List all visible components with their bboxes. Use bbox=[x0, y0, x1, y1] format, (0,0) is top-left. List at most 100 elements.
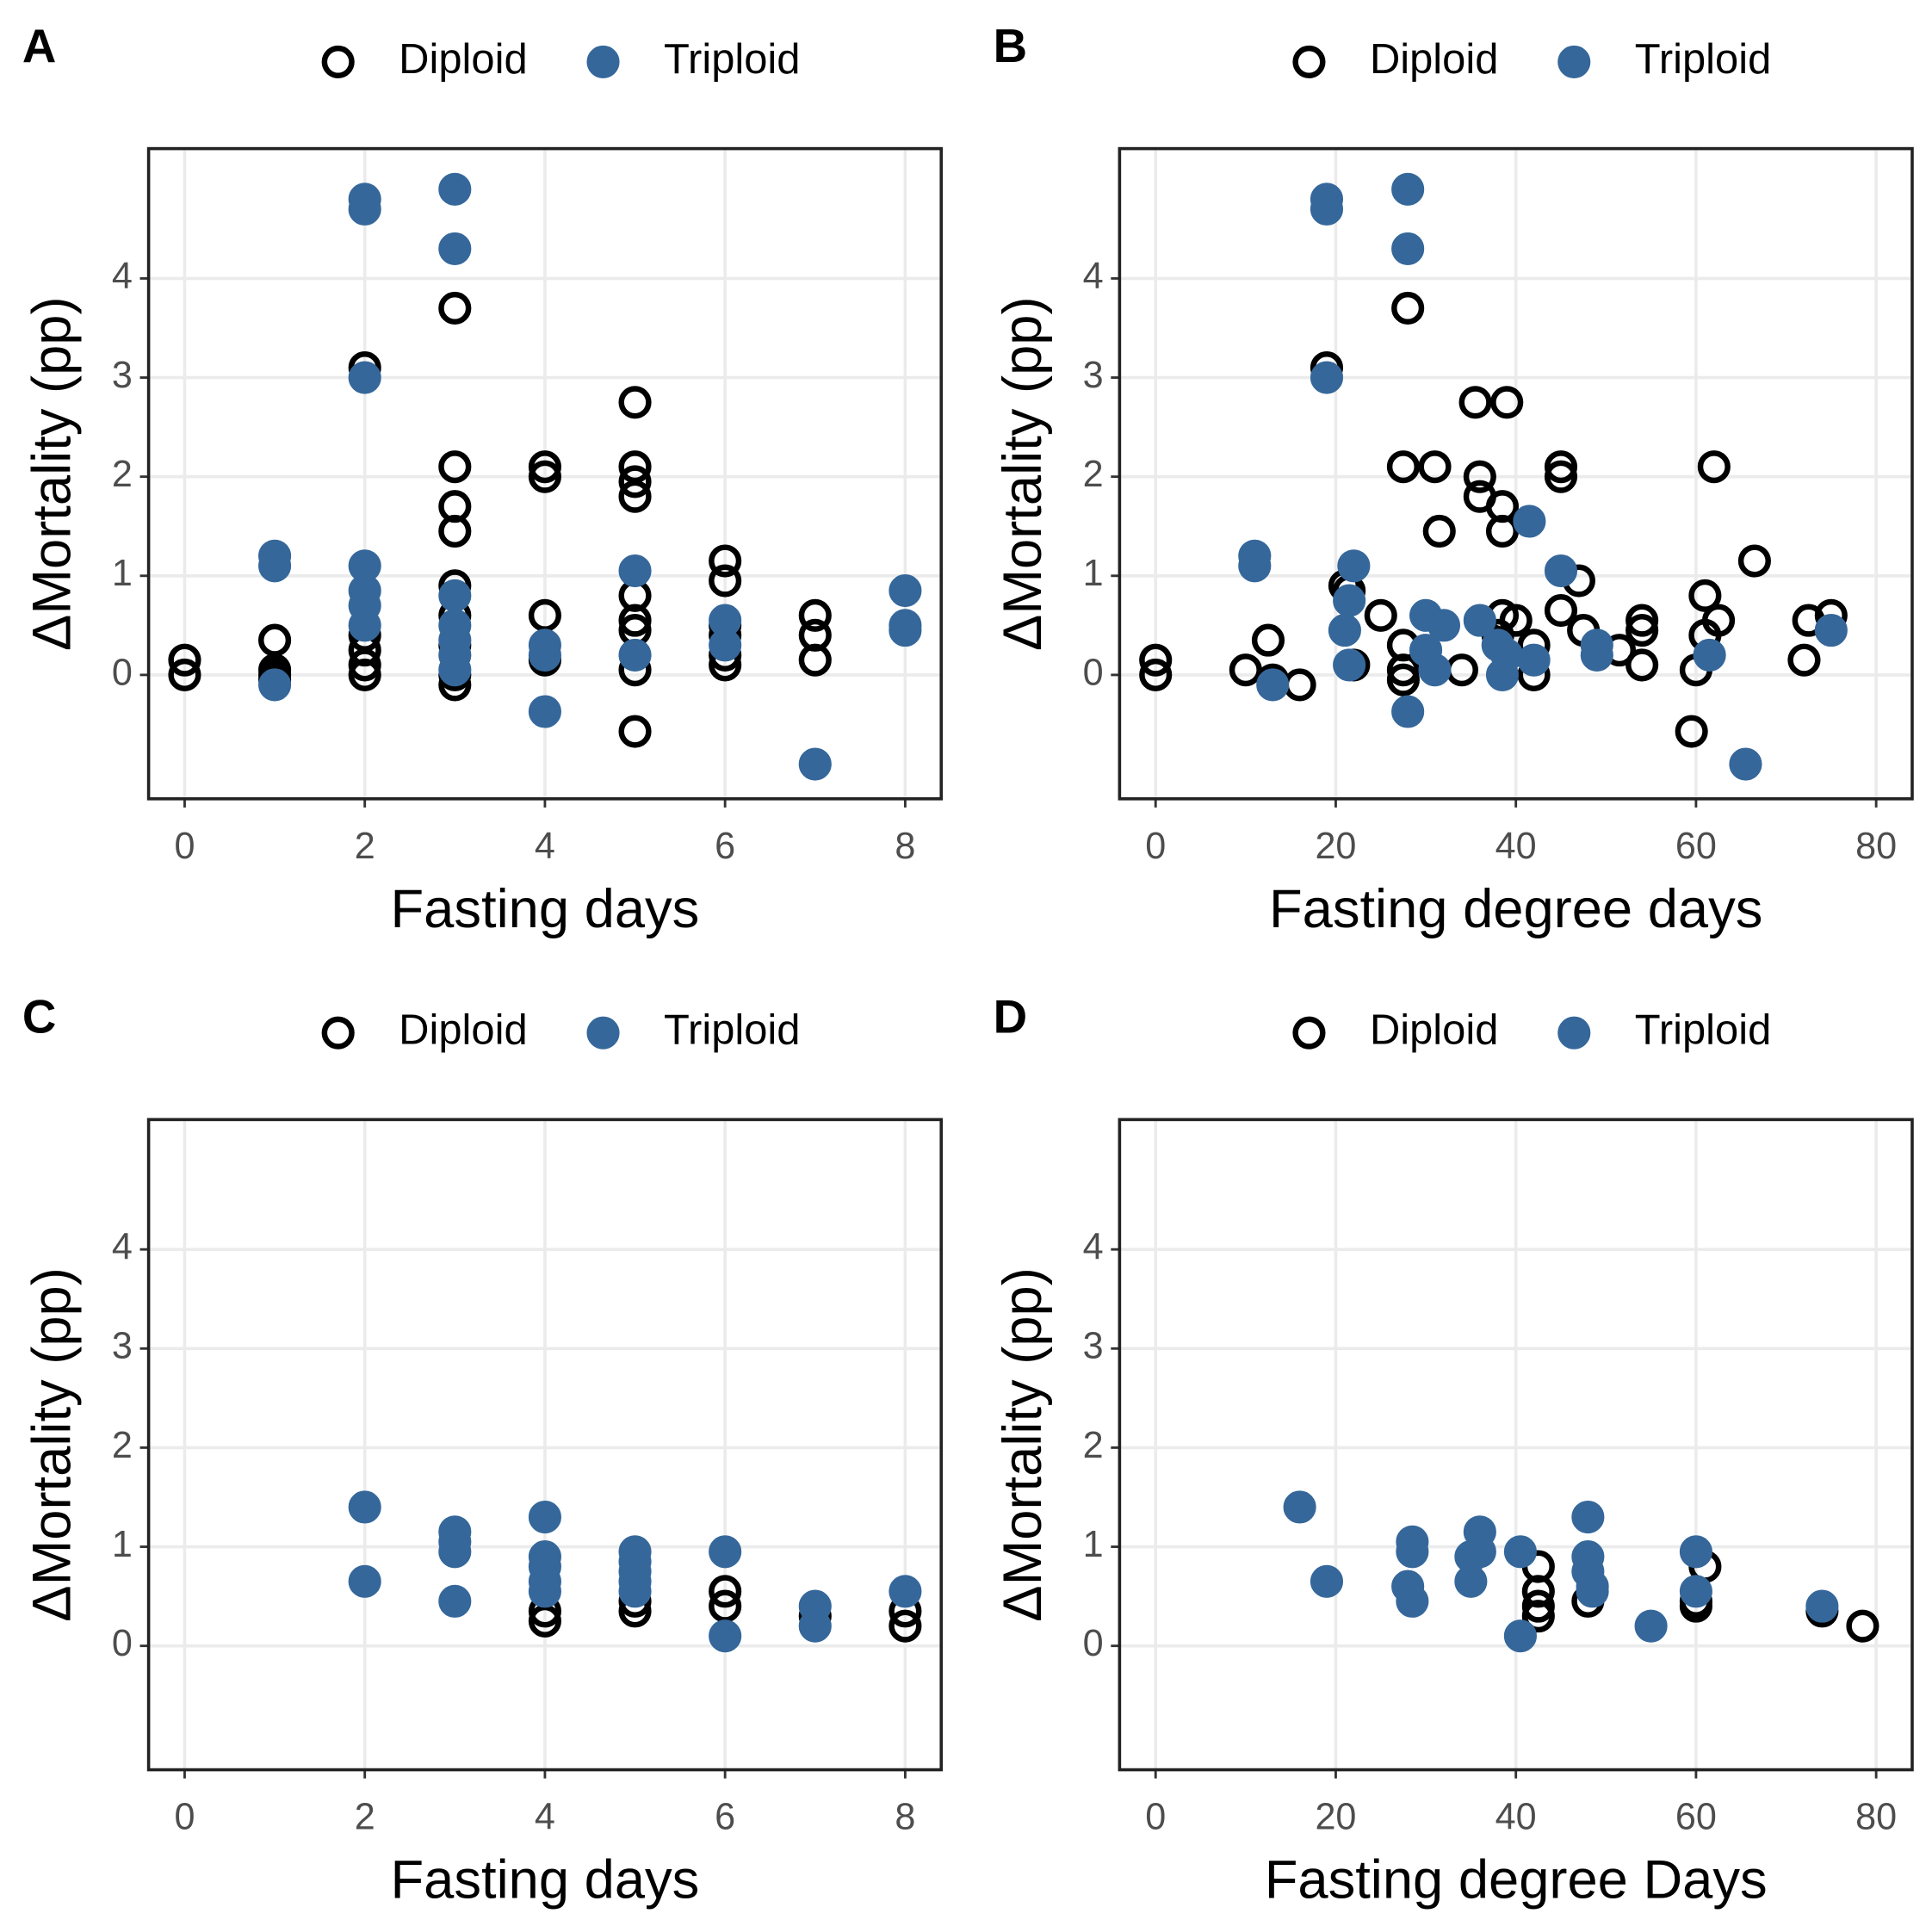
data-point bbox=[258, 623, 292, 657]
data-point bbox=[1139, 658, 1173, 691]
data-point bbox=[618, 604, 652, 637]
data-point bbox=[1805, 1589, 1839, 1623]
data-point bbox=[1458, 386, 1492, 419]
data-point bbox=[1310, 192, 1344, 226]
legend-marker bbox=[321, 1016, 355, 1050]
data-point bbox=[528, 638, 561, 672]
data-point bbox=[618, 1575, 652, 1608]
data-point bbox=[1229, 653, 1262, 687]
data-point bbox=[1364, 598, 1397, 632]
legend-label: Diploid bbox=[399, 1007, 527, 1054]
data-point bbox=[438, 232, 472, 265]
y-tick-label: 0 bbox=[112, 652, 133, 693]
data-point bbox=[1463, 1535, 1496, 1569]
x-tick-label: 4 bbox=[535, 826, 555, 867]
data-point bbox=[798, 598, 832, 632]
data-point bbox=[1679, 1575, 1712, 1608]
data-point bbox=[709, 1619, 742, 1653]
data-point bbox=[1544, 594, 1578, 628]
data-point bbox=[1396, 1584, 1429, 1618]
y-axis-title: ΔMortality (pp) bbox=[22, 296, 82, 650]
y-tick-label: 0 bbox=[1083, 652, 1104, 693]
data-point bbox=[709, 544, 742, 578]
data-point bbox=[438, 172, 472, 206]
y-tick-label: 2 bbox=[112, 1425, 133, 1466]
y-tick-label: 1 bbox=[1083, 553, 1104, 594]
data-point bbox=[1391, 695, 1425, 728]
data-point bbox=[1427, 609, 1461, 642]
x-tick-label: 40 bbox=[1495, 1797, 1537, 1838]
x-tick-label: 60 bbox=[1675, 826, 1717, 867]
data-point bbox=[1625, 604, 1659, 637]
data-point bbox=[798, 747, 832, 781]
data-point bbox=[1139, 643, 1173, 677]
data-point bbox=[528, 460, 561, 493]
y-tick-label: 3 bbox=[1083, 1326, 1104, 1367]
x-tick-label: 80 bbox=[1855, 826, 1897, 867]
y-tick-label: 0 bbox=[1083, 1623, 1104, 1664]
data-point bbox=[798, 1609, 832, 1643]
data-point bbox=[618, 715, 652, 748]
data-point bbox=[889, 1609, 922, 1643]
legend-marker bbox=[1292, 1016, 1326, 1050]
y-tick-label: 4 bbox=[112, 256, 133, 297]
y-tick-label: 1 bbox=[1083, 1524, 1104, 1565]
data-point bbox=[438, 450, 472, 484]
data-point bbox=[1463, 460, 1496, 493]
data-point bbox=[798, 643, 832, 677]
data-point bbox=[1729, 747, 1762, 781]
data-point bbox=[438, 291, 472, 325]
data-point bbox=[1625, 648, 1659, 682]
data-point bbox=[1418, 450, 1452, 484]
data-point bbox=[1702, 604, 1736, 637]
x-tick-label: 0 bbox=[174, 1797, 195, 1838]
plot-border bbox=[146, 1118, 944, 1772]
data-point bbox=[348, 609, 381, 642]
data-point bbox=[1337, 549, 1371, 583]
plot-border bbox=[1118, 146, 1914, 801]
x-tick-label: 2 bbox=[355, 826, 375, 867]
data-point bbox=[528, 1575, 561, 1608]
x-tick-label: 6 bbox=[715, 1797, 735, 1838]
data-point bbox=[1328, 614, 1361, 647]
legend-label: Diploid bbox=[1370, 36, 1498, 83]
data-point bbox=[1386, 663, 1420, 697]
data-point bbox=[1485, 514, 1520, 548]
y-tick-label: 3 bbox=[112, 355, 133, 396]
data-point bbox=[1422, 514, 1456, 548]
data-point bbox=[348, 658, 381, 691]
panel: C Diploid Triploid 0 2 4 6 8 0 1 2 3 4 Fasting days ΔM… bbox=[22, 991, 944, 1910]
data-point bbox=[889, 1575, 922, 1608]
legend-marker bbox=[1292, 45, 1326, 78]
y-tick-label: 0 bbox=[112, 1623, 133, 1664]
data-point bbox=[1625, 614, 1659, 647]
legend-marker bbox=[1557, 45, 1591, 78]
data-point bbox=[709, 629, 742, 662]
x-tick-label: 40 bbox=[1495, 826, 1537, 867]
data-point bbox=[889, 573, 922, 608]
data-point bbox=[438, 653, 472, 687]
data-point bbox=[1333, 584, 1366, 617]
y-axis-title: ΔMortality (pp) bbox=[993, 296, 1053, 650]
x-tick-label: 20 bbox=[1315, 826, 1356, 867]
y-tick-label: 1 bbox=[112, 1524, 133, 1565]
data-point bbox=[1490, 638, 1524, 672]
x-tick-label: 60 bbox=[1675, 1797, 1717, 1838]
data-point bbox=[1310, 361, 1344, 394]
data-point bbox=[1544, 460, 1578, 493]
x-tick-label: 2 bbox=[355, 1797, 375, 1838]
data-point bbox=[1454, 1564, 1488, 1598]
data-point bbox=[618, 386, 652, 419]
data-point bbox=[348, 648, 381, 682]
data-point bbox=[1386, 653, 1420, 687]
data-point bbox=[348, 1490, 381, 1524]
data-point bbox=[1679, 1535, 1712, 1569]
data-point bbox=[1576, 1575, 1609, 1608]
panel: D Diploid Triploid 0 20 40 60 80 0 1 2 3 4 Fasting de… bbox=[993, 991, 1914, 1910]
data-point bbox=[438, 514, 472, 548]
panel-label: A bbox=[22, 20, 56, 72]
data-point bbox=[348, 1564, 381, 1598]
data-point bbox=[1503, 1535, 1537, 1569]
data-point bbox=[1513, 505, 1546, 538]
